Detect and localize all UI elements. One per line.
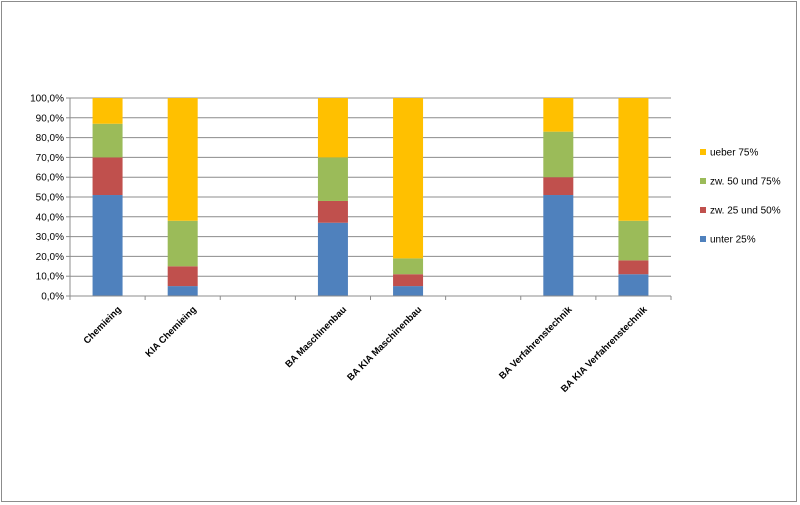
bar-segment (92, 157, 123, 196)
y-tick-label: 100,0% (30, 94, 64, 105)
bar-segment (543, 131, 574, 178)
y-tick-label: 40,0% (36, 212, 64, 223)
y-tick-label: 90,0% (36, 113, 64, 124)
bar-segment (618, 260, 649, 275)
y-tick-label: 10,0% (36, 272, 64, 283)
x-tick-label: BA Verfahrenstechnik (497, 304, 575, 382)
x-tick-label: Chemieing (82, 304, 124, 346)
legend-swatch (700, 236, 706, 242)
legend-swatch (700, 207, 706, 213)
y-tick-label: 50,0% (36, 193, 64, 204)
bar-segment (92, 98, 123, 124)
y-tick-label: 70,0% (36, 153, 64, 164)
bar-segment (167, 286, 198, 296)
legend-label: zw. 25 und 50% (710, 206, 781, 217)
legend-swatch (700, 178, 706, 184)
bar-segment (393, 258, 424, 275)
bar-segment (317, 222, 348, 296)
bar-segment (393, 98, 424, 259)
legend-swatch (700, 149, 706, 155)
bar-segment (618, 274, 649, 296)
y-tick-label: 60,0% (36, 173, 64, 184)
legend-label: ueber 75% (710, 148, 758, 159)
bar-segment (543, 177, 574, 196)
bar-segment (543, 98, 574, 132)
bar-segment (167, 220, 198, 267)
legend-label: zw. 50 und 75% (710, 177, 781, 188)
bar-segment (618, 220, 649, 261)
bar-segment (167, 98, 198, 221)
bar-segment (317, 157, 348, 201)
bar-segment (393, 286, 424, 296)
bar-segment (393, 274, 424, 287)
bar-segment (618, 98, 649, 221)
bar-segment (92, 195, 123, 296)
bar-segment (543, 195, 574, 296)
x-tick-label: BA KIA Maschinenbau (345, 304, 424, 383)
legend-label: unter 25% (710, 235, 756, 246)
bar-segment (317, 98, 348, 158)
x-tick-label: KIA Chemieing (143, 304, 198, 359)
y-tick-label: 0,0% (41, 292, 64, 303)
bar-segment (92, 123, 123, 158)
y-tick-label: 80,0% (36, 133, 64, 144)
bar-segment (317, 200, 348, 223)
x-tick-label: BA KIA Verfahrenstechnik (559, 304, 650, 395)
y-tick-label: 30,0% (36, 232, 64, 243)
y-tick-label: 20,0% (36, 252, 64, 263)
bar-segment (167, 266, 198, 287)
x-tick-label: BA Maschinenbau (283, 304, 349, 370)
